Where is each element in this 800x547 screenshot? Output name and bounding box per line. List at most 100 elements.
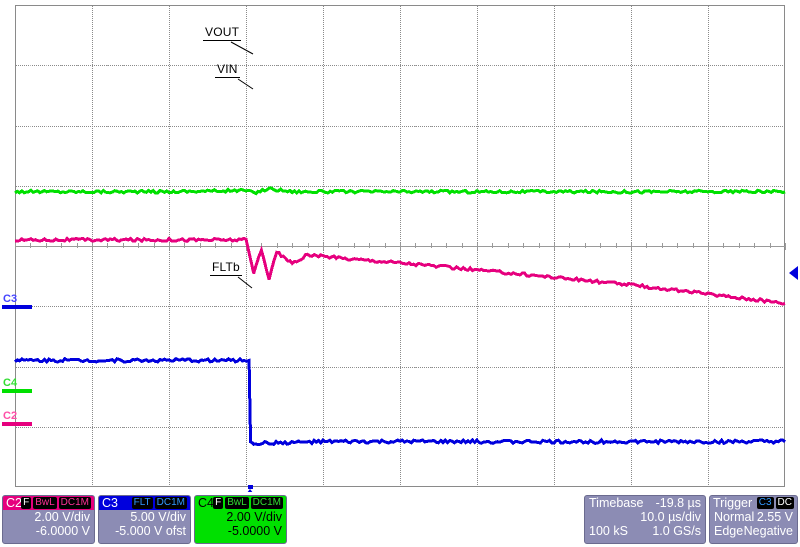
gridline-minor-dot [153,185,155,187]
channel-marker-c3-bar [2,305,32,309]
axis-tick [723,243,725,248]
gridline-minor-dot [446,125,448,127]
gridline-minor-dot [523,306,525,308]
gridline-minor-dot [107,366,109,368]
gridline-minor-dot [76,185,78,187]
channel-c2-tag-f: F [21,497,32,509]
gridline-minor-dot [307,125,309,127]
gridline-horizontal [15,426,785,428]
gridline-minor-dot [769,65,771,67]
gridline-minor-dot [199,125,201,127]
axis-tick [400,243,401,250]
gridline-minor-dot [677,306,679,308]
gridline-minor-dot [584,306,586,308]
gridline-minor-dot [76,366,78,368]
gridline-minor-dot [738,185,740,187]
gridline-minor-dot [292,306,294,308]
gridline-minor-dot [122,426,124,428]
channel-marker-c3[interactable]: C3 [0,294,34,309]
channel-panel-c2-scale-row: 2.00 V/div [3,510,94,524]
gridline-minor-dot [230,426,232,428]
channel-panel-c2-tags: F BwL DC1M [19,497,91,509]
gridline-minor-dot [384,426,386,428]
gridline-minor-dot [538,65,540,67]
trigger-source-tag: C3 [756,497,774,509]
gridline-minor-dot [492,125,494,127]
gridline-minor-dot [769,185,771,187]
axis-tick [584,243,586,248]
gridline-minor-dot [692,185,694,187]
gridline-minor-dot [461,125,463,127]
channel-panel-c3-offset: -5.000 V ofst [115,524,186,538]
gridline-minor-dot [661,426,663,428]
gridline-minor-dot [723,125,725,127]
gridline-minor-dot [184,306,186,308]
gridline-minor-dot [215,426,217,428]
gridline-minor-dot [138,125,140,127]
vout-annotation-label: VOUT [203,25,242,41]
gridline-minor-dot [754,366,756,368]
timebase-panel[interactable]: Timebase -19.8 µs 10.0 µs/div 100 kS 1.0… [584,495,706,544]
gridline-minor-dot [661,185,663,187]
channel-marker-c4[interactable]: C4 [0,378,34,393]
gridline-minor-dot [446,366,448,368]
gridline-minor-dot [45,65,47,67]
gridline-minor-dot [353,185,355,187]
timebase-sample-rate: 1.0 GS/s [652,524,701,538]
axis-tick [138,243,140,248]
gridline-minor-dot [338,366,340,368]
trigger-slope: Negative [743,524,793,538]
gridline-minor-dot [384,185,386,187]
channel-panel-c4[interactable]: C4 F BwL DC1M 2.00 V/div -5.0000 V [194,495,287,544]
axis-tick [122,243,124,248]
axis-tick [692,243,694,248]
axis-tick [461,243,463,248]
gridline-minor-dot [307,426,309,428]
gridline-minor-dot [369,125,371,127]
gridline-minor-dot [430,366,432,368]
channel-panel-c3[interactable]: C3 FLT DC1M 5.00 V/div -5.000 V ofst [98,495,191,544]
trigger-panel[interactable]: Trigger C3 DC Normal 2.55 V Edge Negative [709,495,798,544]
channel-marker-c2[interactable]: C2 [0,411,34,426]
channel-c4-tag-f: F [213,497,224,509]
gridline-minor-dot [723,65,725,67]
gridline-minor-dot [30,426,32,428]
axis-tick [738,243,740,248]
channel-marker-c4-label: C4 [3,377,18,389]
trigger-mode: Normal [714,510,755,524]
axis-tick [246,243,247,250]
gridline-minor-dot [138,366,140,368]
axis-tick [338,243,340,248]
gridline-minor-dot [261,185,263,187]
gridline-minor-dot [507,185,509,187]
trigger-title: Trigger [713,496,753,510]
gridline-minor-dot [261,125,263,127]
channel-panel-c2-scale: 2.00 V/div [34,510,90,524]
gridline-minor-dot [276,65,278,67]
axis-tick [107,243,109,248]
axis-tick [384,243,386,248]
gridline-minor-dot [276,185,278,187]
gridline-minor-dot [661,125,663,127]
trigger-level-arrow[interactable] [789,266,798,280]
gridline-minor-dot [677,125,679,127]
timebase-delay: -19.8 µs [655,496,701,510]
gridline-minor-dot [261,426,263,428]
gridline-minor-dot [584,426,586,428]
gridline-minor-dot [353,65,355,67]
gridline-minor-dot [61,306,63,308]
gridline-minor-dot [261,65,263,67]
gridline-minor-dot [738,125,740,127]
gridline-minor-dot [615,65,617,67]
gridline-minor-dot [215,185,217,187]
gridline-minor-dot [646,366,648,368]
gridline-minor-dot [184,366,186,368]
gridline-minor-dot [507,65,509,67]
channel-panel-c4-name: C4 [198,496,214,510]
gridline-minor-dot [692,306,694,308]
gridline-minor-dot [338,125,340,127]
channel-panel-c4-scale: 2.00 V/div [226,510,282,524]
gridline-minor-dot [661,306,663,308]
channel-panel-c2[interactable]: C2 F BwL DC1M 2.00 V/div -6.0000 V [2,495,95,544]
gridline-minor-dot [199,426,201,428]
